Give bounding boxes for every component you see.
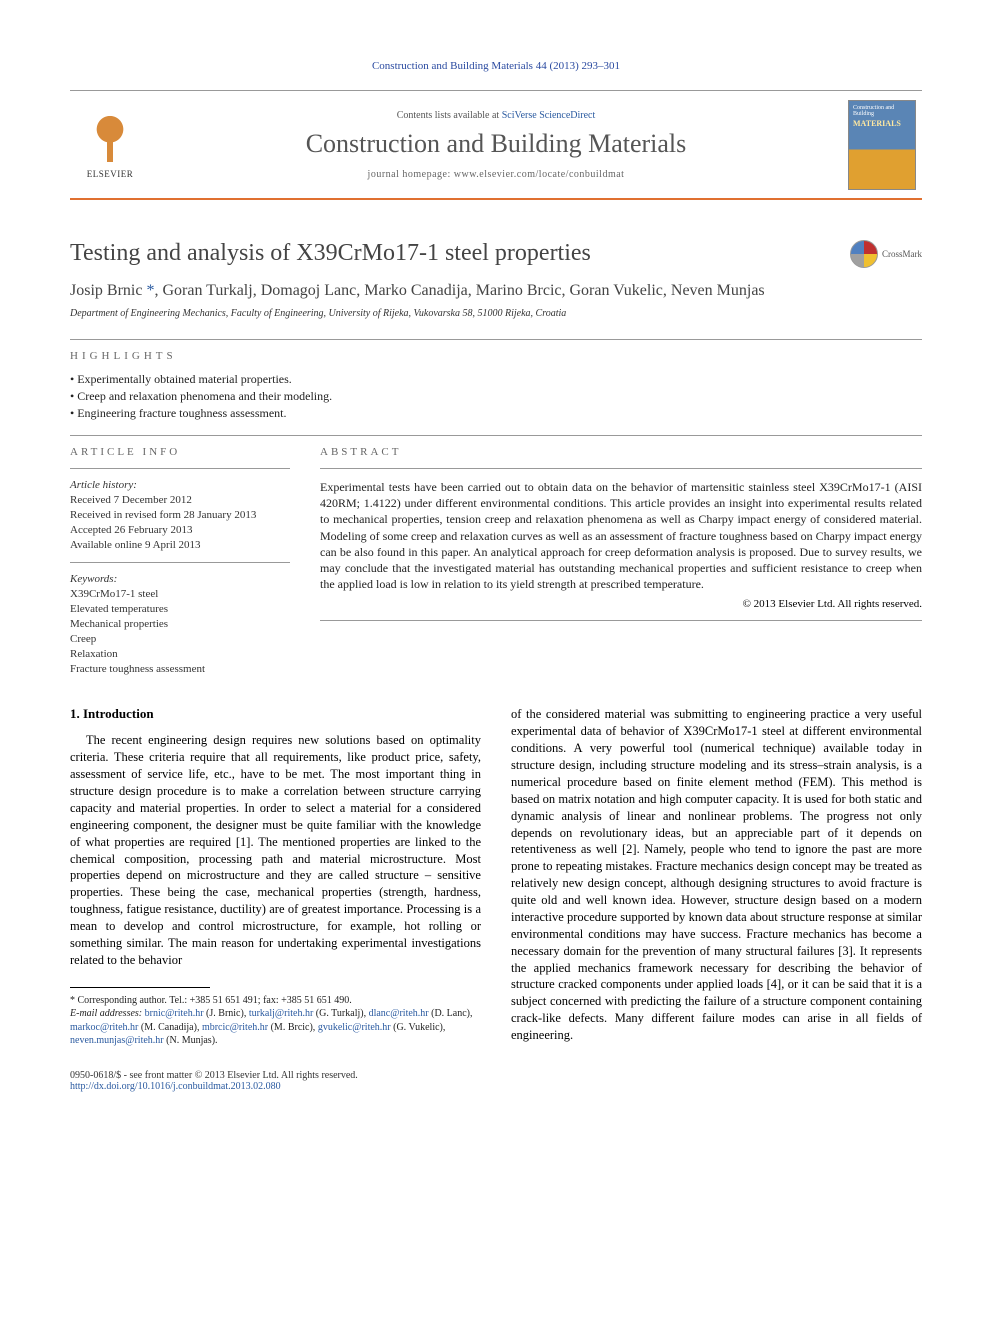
journal-citation: Construction and Building Materials 44 (… <box>70 60 922 72</box>
footer-left: 0950-0618/$ - see front matter © 2013 El… <box>70 1070 358 1092</box>
email-link[interactable]: brnic@riteh.hr <box>145 1008 204 1019</box>
author[interactable]: Goran Turkalj <box>162 282 252 299</box>
article-title: Testing and analysis of X39CrMo17-1 stee… <box>70 240 591 267</box>
keywords-head: Keywords: <box>70 573 290 585</box>
contents-prefix: Contents lists available at <box>397 110 502 121</box>
journal-cover[interactable]: Construction and Building MATERIALS <box>842 91 922 198</box>
footnote-rule <box>70 987 210 988</box>
history-item: Accepted 26 February 2013 <box>70 523 290 538</box>
journal-header: ELSEVIER Contents lists available at Sci… <box>70 90 922 200</box>
rule <box>70 339 922 340</box>
crossmark-label: CrossMark <box>882 249 922 259</box>
keyword: Creep <box>70 632 290 647</box>
authors-line: Josip Brnic *, Goran Turkalj, Domagoj La… <box>70 282 922 300</box>
author[interactable]: Goran Vukelic <box>570 282 663 299</box>
email-link[interactable]: turkalj@riteh.hr <box>249 1008 313 1019</box>
keyword: Mechanical properties <box>70 617 290 632</box>
email-link[interactable]: gvukelic@riteh.hr <box>318 1022 391 1033</box>
corresponding-footnote: * Corresponding author. Tel.: +385 51 65… <box>70 994 481 1008</box>
section-heading-introduction: 1. Introduction <box>70 706 481 722</box>
cover-text-1: Construction and Building <box>853 105 911 117</box>
abstract-text: Experimental tests have been carried out… <box>320 479 922 592</box>
crossmark-icon <box>850 240 878 268</box>
doi-link[interactable]: http://dx.doi.org/10.1016/j.conbuildmat.… <box>70 1081 358 1092</box>
author[interactable]: Neven Munjas <box>671 282 765 299</box>
emails-label: E-mail addresses: <box>70 1008 145 1019</box>
author[interactable]: Marino Brcic <box>476 282 562 299</box>
history-item: Received in revised form 28 January 2013 <box>70 508 290 523</box>
elsevier-logo[interactable]: ELSEVIER <box>70 91 150 198</box>
contents-available: Contents lists available at SciVerse Sci… <box>397 110 596 121</box>
email-link[interactable]: neven.munjas@riteh.hr <box>70 1035 164 1046</box>
highlight-item: Engineering fracture toughness assessmen… <box>70 406 922 421</box>
sciencedirect-link[interactable]: SciVerse ScienceDirect <box>502 110 596 121</box>
elsevier-tree-icon <box>85 110 135 165</box>
journal-title: Construction and Building Materials <box>306 129 687 159</box>
history-item: Available online 9 April 2013 <box>70 538 290 553</box>
front-matter: 0950-0618/$ - see front matter © 2013 El… <box>70 1070 358 1081</box>
affiliation: Department of Engineering Mechanics, Fac… <box>70 308 922 319</box>
history-head: Article history: <box>70 479 290 491</box>
abstract-copyright: © 2013 Elsevier Ltd. All rights reserved… <box>320 598 922 610</box>
journal-homepage[interactable]: journal homepage: www.elsevier.com/locat… <box>368 169 625 180</box>
highlight-item: Experimentally obtained material propert… <box>70 372 922 387</box>
email-link[interactable]: markoc@riteh.hr <box>70 1022 138 1033</box>
cover-text-2: MATERIALS <box>853 119 911 128</box>
keyword: Fracture toughness assessment <box>70 662 290 677</box>
history-item: Received 7 December 2012 <box>70 493 290 508</box>
email-link[interactable]: dlanc@riteh.hr <box>369 1008 429 1019</box>
abstract-label: ABSTRACT <box>320 446 922 458</box>
body-paragraph: of the considered material was submittin… <box>511 706 922 1044</box>
email-link[interactable]: mbrcic@riteh.hr <box>202 1022 268 1033</box>
highlights-label: HIGHLIGHTS <box>70 350 922 362</box>
body-paragraph: The recent engineering design requires n… <box>70 732 481 968</box>
keyword: Relaxation <box>70 647 290 662</box>
keyword: Elevated temperatures <box>70 602 290 617</box>
elsevier-label: ELSEVIER <box>87 169 134 179</box>
corresponding-mark[interactable]: * <box>146 282 154 299</box>
highlights-list: Experimentally obtained material propert… <box>70 372 922 421</box>
email-footnote: E-mail addresses: brnic@riteh.hr (J. Brn… <box>70 1007 481 1048</box>
author[interactable]: Domagoj Lanc <box>261 282 357 299</box>
rule <box>70 435 922 436</box>
author[interactable]: Marko Canadija <box>364 282 468 299</box>
highlight-item: Creep and relaxation phenomena and their… <box>70 389 922 404</box>
author[interactable]: Josip Brnic <box>70 282 142 299</box>
crossmark-badge[interactable]: CrossMark <box>850 240 922 268</box>
keyword: X39CrMo17-1 steel <box>70 587 290 602</box>
article-info-label: ARTICLE INFO <box>70 446 290 458</box>
